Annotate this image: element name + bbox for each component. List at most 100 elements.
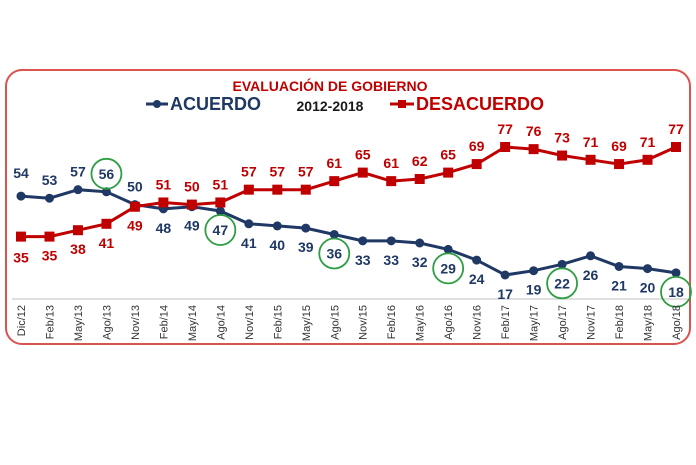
point-acuerdo-Ago/13 xyxy=(101,187,111,197)
label-acuerdo-Nov/13: 50 xyxy=(127,179,143,195)
point-desacuerdo-Ago/16 xyxy=(443,167,454,178)
point-desacuerdo-Ago/17 xyxy=(557,150,568,161)
point-desacuerdo-Feb/15 xyxy=(272,184,283,195)
point-acuerdo-Feb/13 xyxy=(44,193,54,203)
legend-marker-acuerdo xyxy=(153,100,161,108)
series-layer xyxy=(16,142,681,280)
point-desacuerdo-Nov/17 xyxy=(585,154,596,165)
label-desacuerdo-Feb/18: 69 xyxy=(611,138,627,154)
label-acuerdo-Nov/15: 33 xyxy=(355,252,371,268)
label-desacuerdo-Feb/13: 35 xyxy=(42,248,58,264)
point-acuerdo-Nov/15 xyxy=(358,236,368,246)
label-acuerdo-Ago/13: 56 xyxy=(99,166,115,182)
point-acuerdo-Feb/17 xyxy=(500,270,510,280)
label-acuerdo-May/17: 19 xyxy=(526,282,542,298)
point-acuerdo-May/18 xyxy=(643,264,653,274)
label-desacuerdo-Dic/12: 35 xyxy=(13,250,29,266)
point-desacuerdo-May/17 xyxy=(528,144,539,155)
x-tick-May/18: May/18 xyxy=(643,305,655,341)
point-desacuerdo-May/15 xyxy=(300,184,311,195)
x-tick-Nov/16: Nov/16 xyxy=(472,305,484,340)
x-tick-Feb/16: Feb/16 xyxy=(386,305,398,339)
x-tick-May/16: May/16 xyxy=(415,305,427,341)
label-acuerdo-Nov/16: 24 xyxy=(469,271,485,287)
point-desacuerdo-May/18 xyxy=(642,154,653,165)
label-desacuerdo-Ago/16: 65 xyxy=(440,147,456,163)
chart-title: EVALUACIÓN DE GOBIERNO xyxy=(233,77,428,94)
label-desacuerdo-May/18: 71 xyxy=(640,134,656,150)
label-acuerdo-May/15: 39 xyxy=(298,239,314,255)
label-acuerdo-Feb/15: 40 xyxy=(270,237,286,253)
label-desacuerdo-May/16: 62 xyxy=(412,153,428,169)
legend: ACUERDO 2012-2018 DESACUERDO xyxy=(146,94,544,114)
x-tick-Nov/13: Nov/13 xyxy=(130,305,142,340)
point-acuerdo-Nov/14 xyxy=(244,219,254,229)
point-desacuerdo-Nov/16 xyxy=(471,159,482,170)
label-acuerdo-May/16: 32 xyxy=(412,254,428,270)
highlight-circle-Ago/18 xyxy=(660,275,692,308)
x-tick-Dic/12: Dic/12 xyxy=(16,305,28,336)
x-tick-Ago/14: Ago/14 xyxy=(215,305,227,340)
point-acuerdo-Dic/12 xyxy=(16,191,26,201)
x-tick-Ago/17: Ago/17 xyxy=(557,305,569,340)
x-tick-Feb/13: Feb/13 xyxy=(44,305,56,339)
highlight-circle-Ago/15 xyxy=(318,237,351,270)
legend-label-acuerdo: ACUERDO xyxy=(170,94,261,114)
label-acuerdo-Feb/18: 21 xyxy=(611,277,627,293)
point-acuerdo-May/13 xyxy=(73,185,83,195)
point-acuerdo-Feb/16 xyxy=(386,236,396,246)
label-acuerdo-Ago/15: 36 xyxy=(326,245,342,261)
point-acuerdo-May/16 xyxy=(415,238,425,248)
label-acuerdo-Ago/16: 29 xyxy=(440,260,456,276)
x-tick-labels: Dic/12 Feb/13 May/13 Ago/13 Nov/13 Feb/14 May/… xyxy=(16,305,683,341)
highlight-circle-Ago/13 xyxy=(90,157,123,190)
x-tick-Feb/15: Feb/15 xyxy=(272,305,284,339)
label-desacuerdo-Feb/16: 61 xyxy=(383,155,399,171)
point-acuerdo-Ago/15 xyxy=(329,229,339,239)
label-desacuerdo-Ago/13: 41 xyxy=(99,235,115,251)
label-acuerdo-Ago/17: 22 xyxy=(554,275,570,291)
label-acuerdo-Feb/14: 48 xyxy=(156,220,172,236)
x-tick-Ago/18: Ago/18 xyxy=(671,305,683,340)
label-desacuerdo-Feb/15: 57 xyxy=(270,164,286,180)
label-desacuerdo-Nov/17: 71 xyxy=(583,134,599,150)
label-desacuerdo-May/15: 57 xyxy=(298,164,314,180)
point-desacuerdo-Nov/13 xyxy=(129,201,140,212)
point-acuerdo-May/15 xyxy=(301,223,311,233)
point-desacuerdo-May/16 xyxy=(414,174,425,184)
point-desacuerdo-Feb/13 xyxy=(44,231,55,242)
point-desacuerdo-Ago/18 xyxy=(671,142,681,152)
label-acuerdo-Ago/14: 47 xyxy=(213,222,229,238)
highlight-circle-Ago/16 xyxy=(432,252,465,285)
label-desacuerdo-Ago/17: 73 xyxy=(554,130,570,146)
point-desacuerdo-Ago/14 xyxy=(215,197,226,208)
label-desacuerdo-Nov/13: 49 xyxy=(127,218,143,234)
label-acuerdo-May/13: 57 xyxy=(70,164,86,180)
label-desacuerdo-Ago/15: 61 xyxy=(326,155,342,171)
label-desacuerdo-Nov/16: 69 xyxy=(469,138,485,154)
label-desacuerdo-Ago/18: 77 xyxy=(668,121,684,137)
legend-marker-desacuerdo xyxy=(398,100,406,108)
label-acuerdo-Nov/14: 41 xyxy=(241,235,257,251)
x-tick-Nov/14: Nov/14 xyxy=(244,305,256,340)
x-tick-May/13: May/13 xyxy=(73,305,85,341)
x-tick-May/15: May/15 xyxy=(301,305,313,341)
label-desacuerdo-May/13: 38 xyxy=(70,241,86,257)
point-desacuerdo-Nov/15 xyxy=(357,167,368,178)
label-acuerdo-May/14: 49 xyxy=(184,218,200,234)
point-desacuerdo-Feb/14 xyxy=(158,197,169,208)
x-tick-Feb/14: Feb/14 xyxy=(158,305,170,339)
label-acuerdo-Feb/16: 33 xyxy=(383,252,399,268)
point-acuerdo-Ago/14 xyxy=(215,206,225,216)
label-desacuerdo-Feb/17: 77 xyxy=(497,121,513,137)
point-desacuerdo-Feb/17 xyxy=(500,142,511,152)
point-acuerdo-Feb/18 xyxy=(614,261,624,271)
x-tick-Feb/18: Feb/18 xyxy=(614,305,626,339)
x-tick-Ago/15: Ago/15 xyxy=(329,305,341,340)
label-acuerdo-Feb/17: 17 xyxy=(497,286,513,302)
label-desacuerdo-Nov/14: 57 xyxy=(241,164,257,180)
chart-frame xyxy=(5,69,691,345)
label-desacuerdo-Nov/15: 65 xyxy=(355,147,371,163)
